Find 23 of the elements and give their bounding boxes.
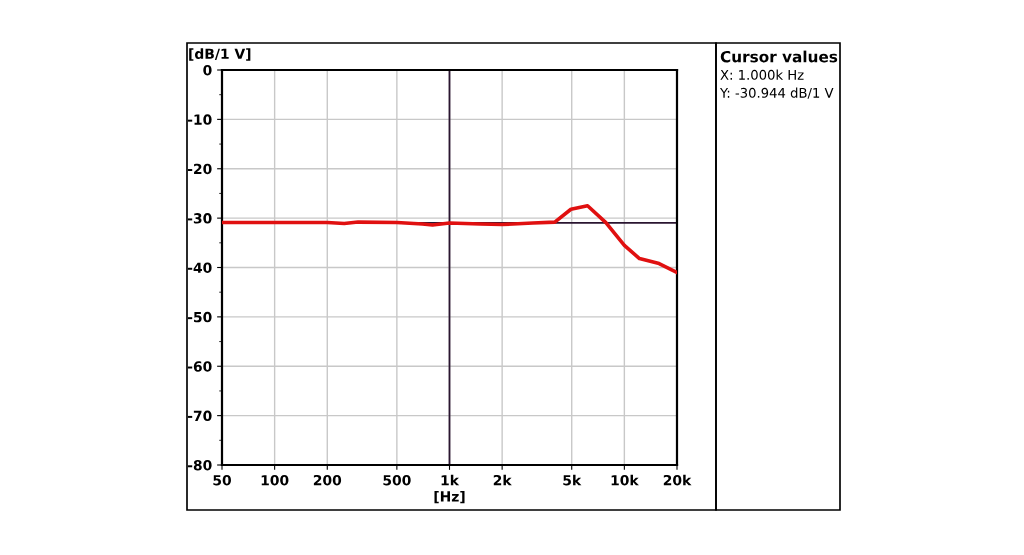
text: Cursor values	[720, 50, 838, 63]
x-tick-label: 20k	[663, 474, 692, 486]
x-tick-label: 100	[261, 474, 289, 486]
x-tick-label: 1k	[441, 474, 460, 486]
x-tick-label: 50	[213, 474, 231, 486]
x-tick-label: 200	[313, 474, 342, 486]
x-tick-label: 5k	[563, 474, 582, 486]
y-tick-label: 0	[203, 64, 212, 76]
y-tick-label: -10	[187, 114, 212, 125]
text: X: 1.000k Hz	[720, 69, 804, 80]
x-tick-label: 10k	[611, 474, 639, 486]
x-axis-title: [Hz]	[434, 490, 465, 504]
y-tick-label: -60	[187, 361, 212, 372]
y-tick-label: -30	[187, 213, 212, 224]
x-tick-label: 500	[383, 474, 411, 486]
y-axis-title: [dB/1 V]	[189, 48, 251, 61]
y-tick-label: -80	[187, 459, 212, 471]
y-tick-label: -50	[187, 311, 212, 323]
y-tick-label: -20	[187, 163, 212, 175]
y-tick-label: -40	[187, 262, 212, 273]
text: Y: -30.944 dB/1 V	[719, 87, 834, 99]
y-tick-label: -70	[187, 410, 212, 422]
x-tick-label: 2k	[493, 474, 512, 486]
